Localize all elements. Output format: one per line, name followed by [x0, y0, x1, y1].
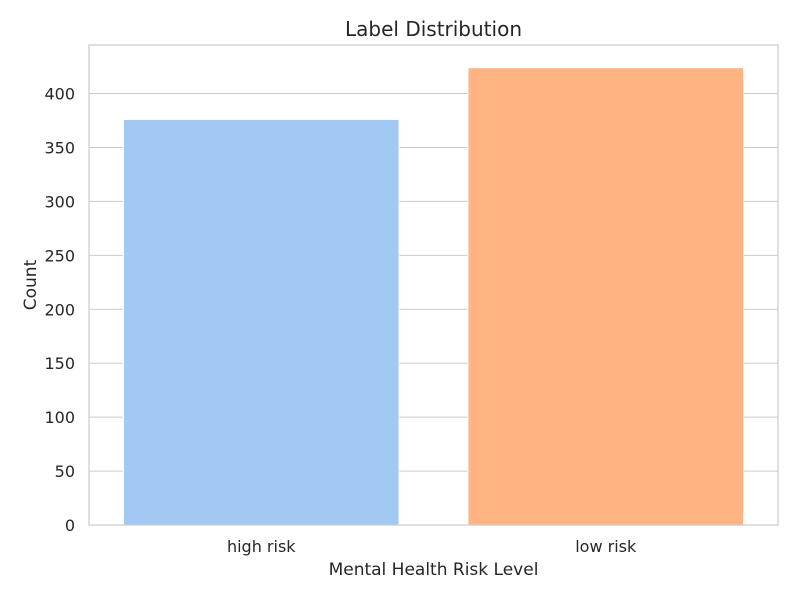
y-tick-label: 250 [44, 246, 75, 265]
y-tick-label: 350 [44, 138, 75, 157]
bars [122, 67, 745, 526]
y-tick-label: 50 [55, 462, 75, 481]
y-tick-labels: 0 50 100 150 200 250 300 350 400 [44, 85, 75, 535]
x-tick-label: low risk [575, 537, 637, 556]
chart-title: Label Distribution [345, 17, 522, 41]
y-tick-label: 300 [44, 192, 75, 211]
y-tick-label: 400 [44, 85, 75, 104]
x-tick-label: high risk [227, 537, 296, 556]
y-tick-label: 200 [44, 300, 75, 319]
bar-low-risk [467, 67, 745, 526]
x-axis-label: Mental Health Risk Level [329, 560, 539, 580]
x-tick-labels: high risk low risk [227, 537, 637, 556]
y-axis-label: Count [21, 259, 41, 310]
plot-frame [88, 44, 779, 526]
bar-high-risk [122, 118, 400, 526]
y-tick-label: 100 [44, 408, 75, 427]
y-tick-label: 150 [44, 354, 75, 373]
y-tick-label: 0 [65, 516, 75, 535]
